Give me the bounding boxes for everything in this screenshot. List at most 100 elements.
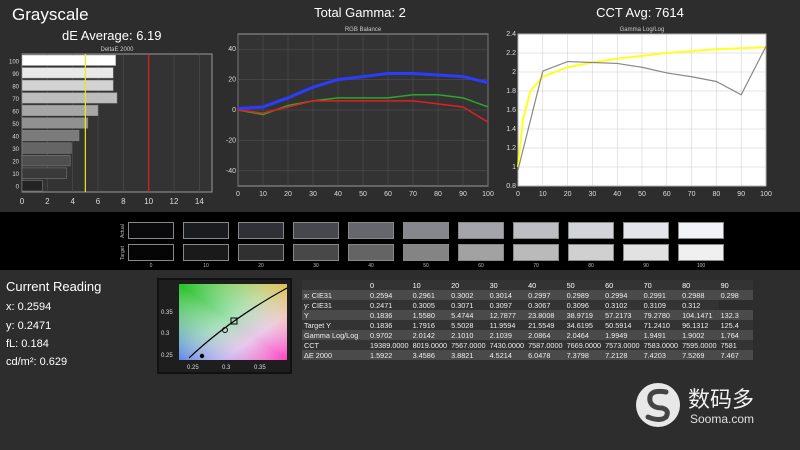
deltae-bar	[21, 92, 118, 104]
gamma-y-tick: 1.6	[506, 107, 516, 114]
deltae-x-tick: 8	[121, 197, 126, 206]
swatch-target	[293, 244, 339, 261]
deltae-x-tick: 10	[144, 197, 153, 206]
gamma-x-tick: 30	[589, 191, 597, 198]
table-cell: 0.2997	[526, 290, 565, 300]
table-cell: 0.3109	[641, 300, 681, 310]
swatch-target	[568, 244, 614, 261]
table-cell: 21.5549	[526, 320, 565, 330]
rgb-subtitle: RGB Balance	[345, 27, 382, 33]
cie-x-tick: 0.35	[254, 365, 266, 371]
table-cell: 19389.0000	[368, 340, 411, 350]
table-cell: 3.8821	[449, 350, 488, 360]
cct-average: CCT Avg: 7614	[596, 5, 684, 20]
table-column-header: 30	[487, 280, 527, 290]
table-row-label: CCT	[302, 340, 368, 350]
table-column-header: 0	[368, 280, 411, 290]
table-cell: 0.2471	[368, 300, 411, 310]
table-cell: 5.4744	[449, 310, 488, 320]
deltae-y-tick: 40	[12, 135, 19, 141]
table-cell: 1.9491	[641, 330, 681, 340]
brand-en: Sooma.com	[690, 412, 754, 426]
table-cell: 4.5214	[487, 350, 527, 360]
deltae-y-tick: 90	[12, 72, 19, 78]
gamma-chart: Gamma Log/Log 0 10 20 30 40 50 60 70 80 90 100 2.4 2.…	[506, 27, 772, 198]
de-average: dE Average: 6.19	[62, 28, 162, 43]
swatch-label: 10	[203, 263, 209, 269]
table-cell: 0.2989	[564, 290, 604, 300]
sooma-logo: 数码多 Sooma.com	[636, 383, 754, 427]
swatch-target	[623, 244, 669, 261]
gamma-x-tick: 100	[760, 191, 772, 198]
table-cell: 7.5269	[680, 350, 719, 360]
rgb-series-line	[237, 72, 489, 110]
table-cell: 0.3102	[603, 300, 642, 310]
table-cell: 79.2780	[641, 310, 681, 320]
reading-cd: cd/m²: 0.629	[6, 356, 68, 368]
table-cell: 0.2991	[641, 290, 681, 300]
cie-y-tick: 0.35	[161, 310, 173, 316]
table-cell: 7583.0000	[641, 340, 681, 350]
deltae-x-tick: 12	[170, 197, 179, 206]
table-cell: 23.8008	[526, 310, 565, 320]
rgb-x-tick: 10	[259, 191, 267, 198]
table-cell: 0.312	[680, 300, 719, 310]
gamma-y-tick: 1.8	[506, 88, 516, 95]
deltae-x-tick: 0	[20, 197, 25, 206]
swatch-label: 70	[533, 263, 539, 269]
table-row: x: CIE31 0.2594 0.2961 0.3002 0.3014 0.2997 0.…	[302, 290, 753, 300]
table-cell: 1.764	[718, 330, 753, 340]
rgb-x-tick: 80	[434, 191, 442, 198]
cie-y-tick: 0.3	[161, 331, 170, 337]
table-row-label: Gamma Log/Log	[302, 330, 368, 340]
reading-x: x: 0.2594	[6, 301, 52, 313]
table-cell: 6.0478	[526, 350, 565, 360]
deltae-x-tick: 14	[195, 197, 204, 206]
swatch-target	[513, 244, 559, 261]
table-cell: 38.9719	[564, 310, 604, 320]
table-row: Y 0.1836 1.5580 5.4744 12.7877 23.8008 38.9719…	[302, 310, 753, 320]
current-reading-title: Current Reading	[6, 279, 102, 294]
table-cell: 1.7916	[410, 320, 450, 330]
deltae-y-tick: 100	[9, 59, 20, 65]
table-cell: 0.3014	[487, 290, 527, 300]
table-cell: 1.5922	[368, 350, 411, 360]
swatch-label: 0	[149, 263, 153, 269]
table-cell: 0.3005	[410, 300, 450, 310]
measured-marker	[222, 327, 228, 333]
deltae-subtitle: DeltaE 2000	[100, 47, 134, 53]
table-cell: 57.2173	[603, 310, 642, 320]
swatch-target	[458, 244, 504, 261]
measurement-table: 0 10 20 30 40 50 60 70 80 90 x: CIE31 0.2594 0.2961 0…	[302, 280, 753, 360]
actual-row-label: Actual	[120, 224, 126, 238]
table-cell: 96.1312	[680, 320, 719, 330]
deltae-y-tick: 80	[12, 84, 19, 90]
table-cell: 1.9002	[680, 330, 719, 340]
rgb-series-line	[237, 100, 489, 123]
target-marker	[230, 317, 238, 325]
cie-x-tick: 0.3	[222, 365, 231, 371]
table-cell: 5.5028	[449, 320, 488, 330]
gamma-y-tick: 1.4	[506, 126, 516, 133]
table-cell: 0.3096	[564, 300, 604, 310]
table-row-label: x: CIE31	[302, 290, 368, 300]
gamma-y-tick: 2	[512, 69, 516, 76]
table-cell: 7567.0000	[449, 340, 488, 350]
cie-y-tick: 0.25	[161, 353, 173, 359]
deltae-y-tick: 10	[12, 172, 19, 178]
deltae-y-tick: 20	[12, 160, 19, 166]
deltae-x-tick: 6	[96, 197, 101, 206]
deltae-bar	[21, 79, 114, 91]
table-cell: 7430.0000	[487, 340, 527, 350]
rgb-y-tick: -20	[226, 137, 236, 144]
cie-diagram: 0.35 0.3 0.25 0.25 0.3 0.35	[157, 278, 292, 374]
table-cell: 0.298	[718, 290, 753, 300]
table-cell: 0.9702	[368, 330, 411, 340]
gamma-y-tick: 1	[512, 164, 516, 171]
brand-cn: 数码多	[688, 387, 754, 412]
swatch-label: 100	[696, 263, 706, 269]
deltae-bar	[21, 117, 89, 129]
grayscale-swatches: Actual Target 0 10 20 30 40 50 60 70 80 90 100	[0, 212, 800, 270]
cie-plot: 0.35 0.3 0.25 0.25 0.3 0.35	[161, 284, 288, 371]
gamma-y-tick: 2.4	[506, 31, 516, 38]
